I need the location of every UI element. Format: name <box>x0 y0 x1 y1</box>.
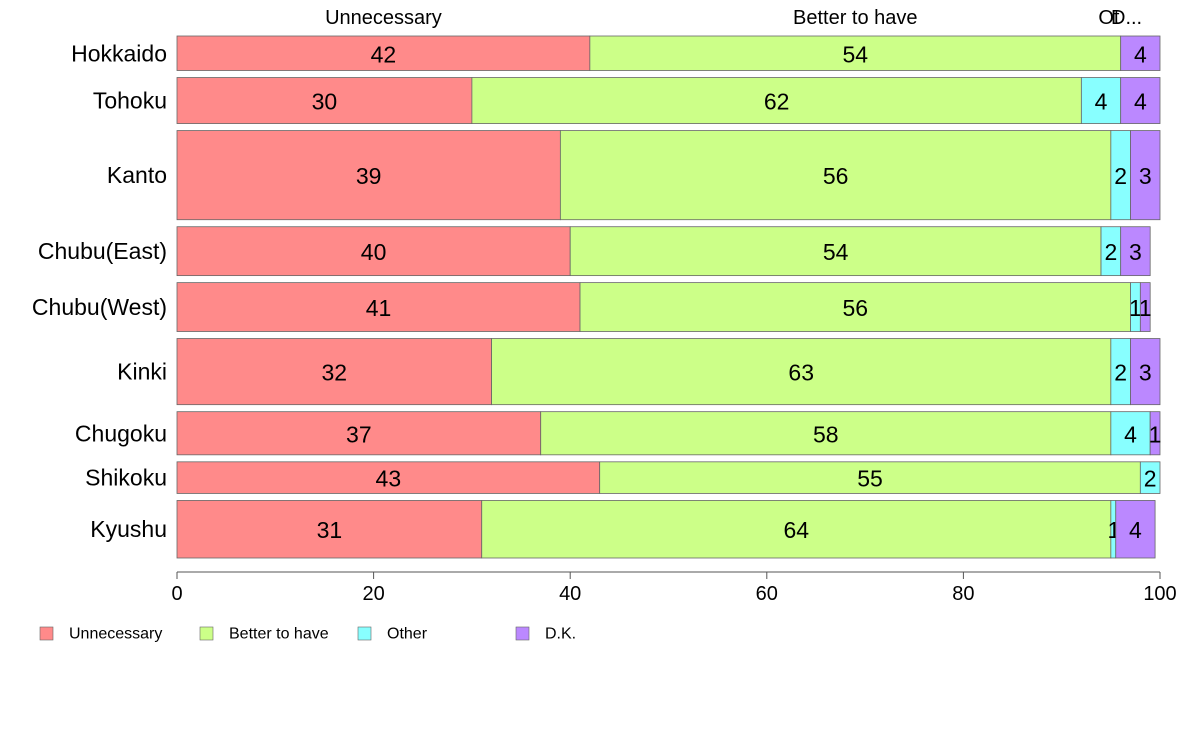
top-segment-label: Unnecessary <box>325 7 442 29</box>
data-label: 3 <box>1129 239 1142 265</box>
category-label: Chubu(West) <box>32 294 167 320</box>
top-segment-label: Better to have <box>793 7 918 29</box>
data-label: 1 <box>1139 295 1152 321</box>
legend-swatch <box>199 626 214 641</box>
bar-segment <box>579 282 1131 332</box>
bar-segment <box>1120 226 1151 277</box>
bar-segment <box>1115 500 1156 559</box>
legend-label: Unnecessary <box>69 626 162 643</box>
data-label: 4 <box>1095 89 1108 115</box>
bar-segment <box>1149 411 1161 456</box>
bar-segment <box>491 338 1112 406</box>
category-label: Tohoku <box>93 88 167 114</box>
data-label: 4 <box>1124 421 1137 447</box>
data-label: 58 <box>813 421 839 447</box>
data-label: 63 <box>788 360 814 386</box>
bar-segment <box>176 77 473 124</box>
x-tick-label: 20 <box>362 583 384 605</box>
x-tick-label: 0 <box>171 583 182 605</box>
x-tick-label: 80 <box>952 583 974 605</box>
data-label: 39 <box>356 163 382 189</box>
category-label: Kinki <box>117 359 167 385</box>
data-label: 64 <box>783 517 809 543</box>
data-label: 31 <box>317 517 343 543</box>
category-label: Kanto <box>107 162 167 188</box>
data-label: 40 <box>361 239 387 265</box>
bar-segment <box>176 226 571 277</box>
x-tick-label: 100 <box>1143 583 1176 605</box>
bar-segment <box>1130 338 1161 406</box>
data-label: 62 <box>764 89 790 115</box>
data-label: 4 <box>1134 89 1147 115</box>
bar-segment <box>1120 77 1161 124</box>
data-label: 43 <box>376 466 402 492</box>
data-label: 56 <box>842 295 868 321</box>
bar-segment <box>540 411 1112 456</box>
bar-segment <box>471 77 1082 124</box>
x-tick-label: 40 <box>559 583 581 605</box>
legend-label: Better to have <box>229 626 329 643</box>
legend-swatch <box>39 626 54 641</box>
data-label: 56 <box>823 163 849 189</box>
bar-segment <box>176 282 581 332</box>
data-label: 55 <box>857 466 883 492</box>
data-label: 3 <box>1139 163 1152 189</box>
category-label: Chugoku <box>75 420 167 446</box>
bar-segment <box>1110 411 1151 456</box>
bar-segment <box>176 411 542 456</box>
bar-segment <box>1120 35 1161 71</box>
bar-segment <box>1130 130 1161 221</box>
legend-label: Other <box>387 626 428 643</box>
bar-segment <box>599 461 1141 494</box>
bar-segment <box>1080 77 1122 124</box>
legend-swatch <box>357 626 372 641</box>
legend-swatch <box>515 626 530 641</box>
data-label: 30 <box>312 89 338 115</box>
data-label: 2 <box>1144 466 1157 492</box>
data-label: 2 <box>1114 360 1127 386</box>
data-label: 2 <box>1104 239 1117 265</box>
bar-segment <box>1139 282 1151 332</box>
bar-segment <box>559 130 1112 221</box>
data-label: 41 <box>366 295 392 321</box>
x-tick-label: 60 <box>756 583 778 605</box>
data-label: 3 <box>1139 360 1152 386</box>
top-segment-label: D... <box>1111 7 1142 29</box>
data-label: 54 <box>842 41 868 67</box>
data-label: 4 <box>1134 41 1147 67</box>
category-label: Hokkaido <box>71 40 167 66</box>
category-label: Chubu(East) <box>38 238 167 264</box>
bar-segment <box>589 35 1122 71</box>
category-label: Kyushu <box>90 516 167 542</box>
data-label: 32 <box>321 360 347 386</box>
data-label: 2 <box>1114 163 1127 189</box>
data-label: 1 <box>1149 421 1162 447</box>
data-label: 54 <box>823 239 849 265</box>
bar-segment <box>176 130 561 221</box>
data-label: 42 <box>371 41 397 67</box>
top-segment-label: Ot <box>1098 7 1120 29</box>
data-label: 37 <box>346 421 372 447</box>
bar-segment <box>569 226 1102 277</box>
data-label: 1 <box>1129 295 1142 321</box>
bar-segment <box>481 500 1112 559</box>
legend-label: D.K. <box>545 626 576 643</box>
data-label: 4 <box>1129 517 1142 543</box>
bar-segment <box>1139 461 1161 494</box>
bar-segment <box>176 338 492 406</box>
category-label: Shikoku <box>85 465 167 491</box>
